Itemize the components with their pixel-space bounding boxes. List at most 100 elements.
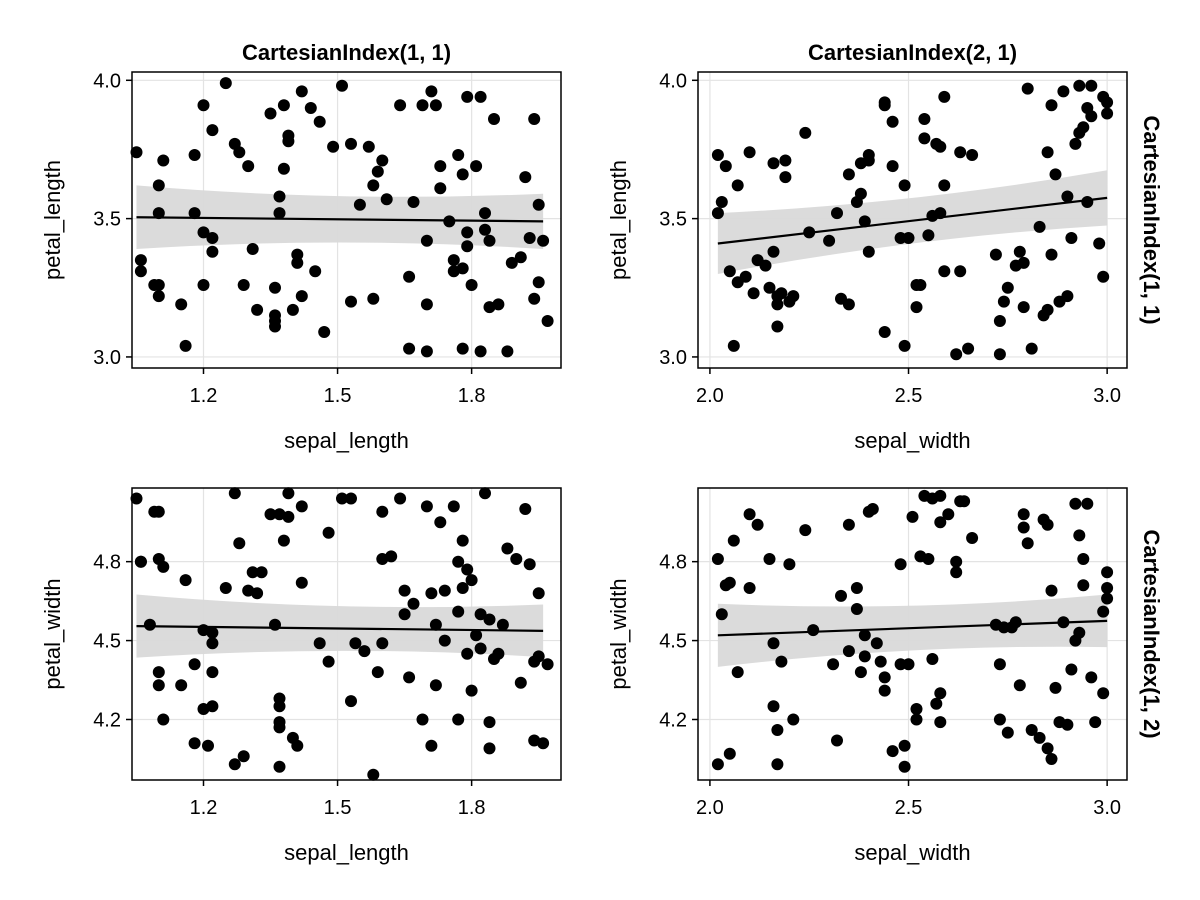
data-point <box>371 165 384 178</box>
data-point <box>447 254 460 267</box>
data-point <box>787 290 800 303</box>
data-point <box>854 666 867 679</box>
data-point <box>966 532 979 544</box>
confidence-band <box>717 594 1108 667</box>
data-point <box>420 500 433 513</box>
data-point <box>934 687 947 700</box>
data-point <box>398 584 411 597</box>
y-tick-label: 3.0 <box>659 347 687 369</box>
data-point <box>823 234 836 247</box>
data-point <box>1009 616 1022 629</box>
data-point <box>532 587 545 600</box>
x-tick-label: 2.0 <box>696 385 724 407</box>
data-point <box>922 553 935 565</box>
data-point <box>157 154 170 167</box>
data-point <box>743 146 756 159</box>
data-point <box>1101 96 1114 109</box>
data-point <box>1045 584 1058 597</box>
data-point <box>739 270 752 283</box>
data-point <box>488 113 500 125</box>
data-point <box>295 500 308 513</box>
data-point <box>962 342 975 355</box>
data-point <box>152 207 165 220</box>
data-point <box>715 608 728 621</box>
data-point <box>474 608 487 621</box>
data-point <box>228 758 241 771</box>
data-point <box>858 215 871 228</box>
data-point <box>1061 290 1074 303</box>
y-tick-label: 4.2 <box>93 709 121 731</box>
data-point <box>456 342 469 355</box>
data-point <box>416 713 429 726</box>
data-point <box>206 232 219 244</box>
data-point <box>898 339 911 352</box>
data-point <box>295 290 308 303</box>
data-point <box>273 190 286 203</box>
regression-line <box>136 216 544 223</box>
data-point <box>407 196 420 208</box>
x-tick-label: 1.5 <box>324 797 352 819</box>
data-point <box>376 505 389 518</box>
data-point <box>858 629 871 642</box>
data-point <box>723 576 736 589</box>
data-point <box>537 234 550 247</box>
plot-frame <box>131 487 562 781</box>
data-point <box>1017 508 1030 521</box>
data-point <box>349 637 362 650</box>
data-point <box>376 637 389 650</box>
data-point <box>1025 724 1038 736</box>
confidence-band <box>717 170 1108 274</box>
data-point <box>878 99 891 112</box>
data-point <box>255 566 268 579</box>
data-point <box>510 553 523 565</box>
data-point <box>492 647 505 660</box>
data-point <box>775 655 788 668</box>
data-point <box>771 724 784 736</box>
data-point <box>862 245 875 258</box>
data-point <box>456 582 469 594</box>
data-point <box>479 207 491 220</box>
data-point <box>1101 582 1114 594</box>
data-point <box>273 760 286 773</box>
data-point <box>282 510 295 523</box>
data-point <box>483 742 496 755</box>
data-point <box>743 582 756 594</box>
data-point <box>958 495 971 508</box>
data-point <box>461 647 474 660</box>
data-point <box>456 168 469 181</box>
data-point <box>474 642 487 655</box>
data-point <box>918 113 931 125</box>
data-point <box>934 516 947 529</box>
data-point <box>358 645 371 658</box>
data-point <box>251 587 264 600</box>
data-point <box>282 487 295 500</box>
data-point <box>246 243 259 255</box>
data-point <box>152 666 165 679</box>
data-point <box>835 589 847 602</box>
data-point <box>496 618 509 631</box>
data-point <box>130 492 143 505</box>
x-tick-label: 2.5 <box>895 797 923 819</box>
data-point <box>1057 616 1070 629</box>
data-point <box>286 303 299 316</box>
data-point <box>532 276 545 289</box>
data-point <box>711 553 724 565</box>
data-point <box>345 492 357 505</box>
data-point <box>1097 687 1110 700</box>
data-point <box>322 526 335 539</box>
data-point <box>434 182 447 195</box>
panel-sepal-width-petal-width: 2.0 2.5 3.0 4.2 4.5 4.8 sepal_width petal_width… <box>606 487 1164 865</box>
data-point <box>206 637 219 650</box>
data-point <box>237 279 250 291</box>
data-point <box>850 582 863 594</box>
data-point <box>273 207 286 220</box>
data-point <box>273 721 286 734</box>
data-point <box>1097 270 1110 283</box>
data-point <box>1045 99 1058 112</box>
data-point <box>345 295 357 308</box>
x-tick-label: 1.2 <box>190 385 218 407</box>
data-point <box>425 85 438 98</box>
data-point <box>719 160 732 173</box>
data-point <box>345 695 357 708</box>
data-point <box>130 146 143 159</box>
